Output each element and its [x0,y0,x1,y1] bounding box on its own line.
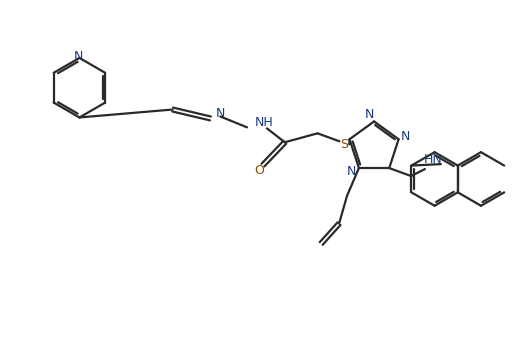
Text: N: N [74,51,83,64]
Text: N: N [347,165,356,178]
Text: HN: HN [424,153,442,166]
Text: N: N [401,130,410,143]
Text: O: O [254,164,264,177]
Text: S: S [340,138,348,151]
Text: N: N [365,108,374,121]
Text: N: N [215,107,225,120]
Text: NH: NH [255,116,274,129]
